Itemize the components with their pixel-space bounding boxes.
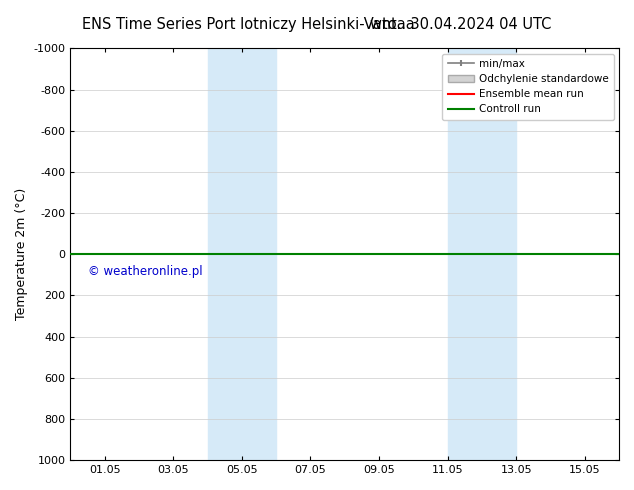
Bar	[448, 49, 516, 460]
Bar	[207, 49, 276, 460]
Text: ENS Time Series Port lotniczy Helsinki-Vantaa: ENS Time Series Port lotniczy Helsinki-V…	[82, 17, 415, 32]
Text: © weatheronline.pl: © weatheronline.pl	[87, 265, 202, 277]
Text: wto.. 30.04.2024 04 UTC: wto.. 30.04.2024 04 UTC	[370, 17, 552, 32]
Y-axis label: Temperature 2m (°C): Temperature 2m (°C)	[15, 188, 28, 320]
Legend: min/max, Odchylenie standardowe, Ensemble mean run, Controll run: min/max, Odchylenie standardowe, Ensembl…	[443, 53, 614, 120]
